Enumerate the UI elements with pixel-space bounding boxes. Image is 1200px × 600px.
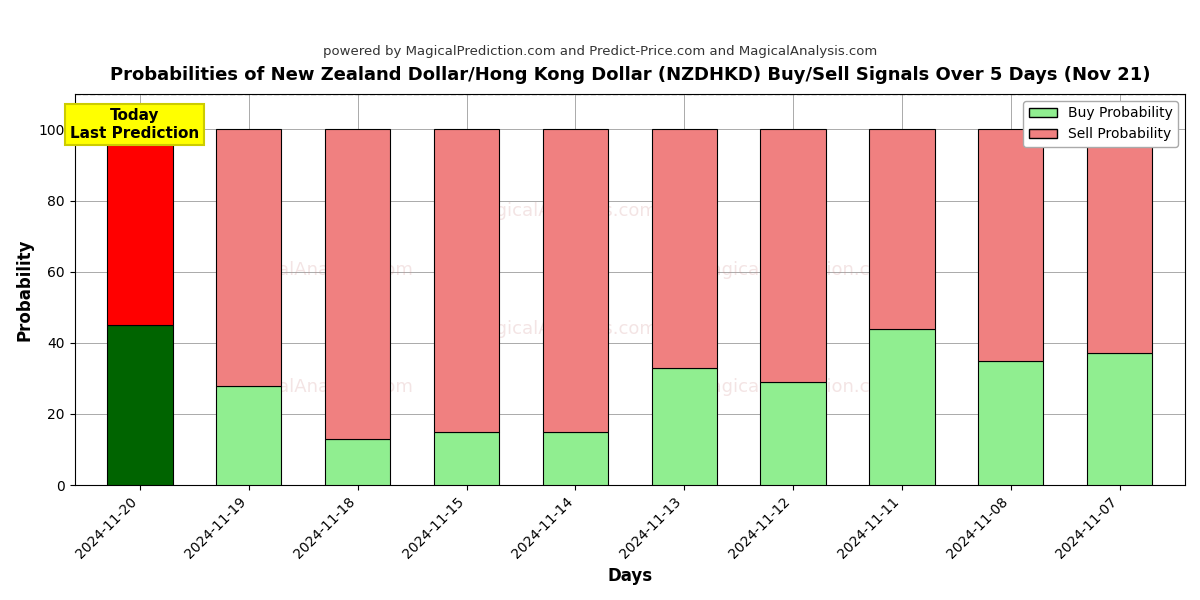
Text: MagicalPrediction.com: MagicalPrediction.com (695, 378, 898, 396)
Text: MagicalPrediction.com: MagicalPrediction.com (695, 261, 898, 279)
Y-axis label: Probability: Probability (16, 238, 34, 341)
Legend: Buy Probability, Sell Probability: Buy Probability, Sell Probability (1024, 101, 1178, 147)
Bar (1087, 353, 1152, 485)
Bar (542, 130, 608, 432)
Text: MagicalAnalysis.com: MagicalAnalysis.com (224, 378, 413, 396)
Bar (978, 361, 1044, 485)
Text: powered by MagicalPrediction.com and Predict-Price.com and MagicalAnalysis.com: powered by MagicalPrediction.com and Pre… (323, 44, 877, 58)
Bar (325, 439, 390, 485)
Bar (107, 130, 173, 325)
Bar (107, 325, 173, 485)
Bar (1087, 130, 1152, 353)
Text: Today
Last Prediction: Today Last Prediction (70, 108, 199, 140)
Bar (434, 432, 499, 485)
Text: MagicalAnalysis.com: MagicalAnalysis.com (469, 202, 658, 220)
Text: MagicalAnalysis.com: MagicalAnalysis.com (469, 320, 658, 338)
Bar (869, 130, 935, 329)
Title: Probabilities of New Zealand Dollar/Hong Kong Dollar (NZDHKD) Buy/Sell Signals O: Probabilities of New Zealand Dollar/Hong… (109, 66, 1150, 84)
Bar (434, 130, 499, 432)
Bar (216, 130, 282, 386)
X-axis label: Days: Days (607, 567, 653, 585)
Bar (978, 130, 1044, 361)
Bar (652, 130, 716, 368)
Bar (542, 432, 608, 485)
Bar (652, 368, 716, 485)
Bar (761, 130, 826, 382)
Bar (869, 329, 935, 485)
Bar (761, 382, 826, 485)
Bar (325, 130, 390, 439)
Text: MagicalAnalysis.com: MagicalAnalysis.com (224, 261, 413, 279)
Bar (216, 386, 282, 485)
